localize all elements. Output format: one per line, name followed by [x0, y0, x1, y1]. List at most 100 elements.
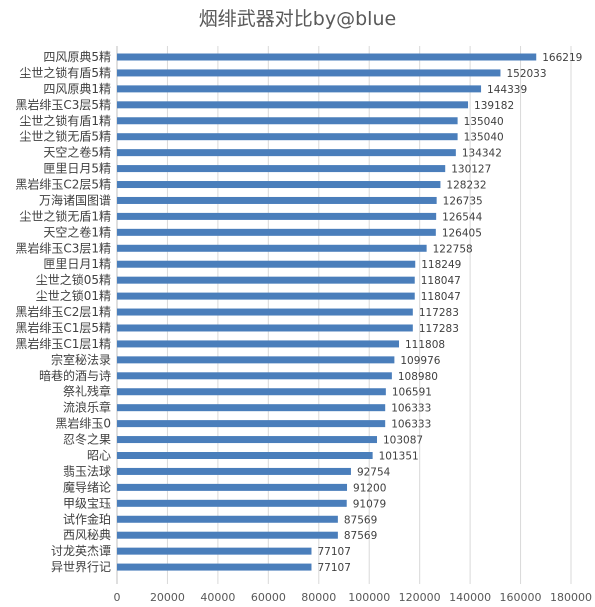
bar [117, 308, 413, 316]
bar [117, 356, 395, 364]
category-label: 尘世之锁无盾5精 [19, 129, 111, 144]
bar [117, 324, 413, 332]
data-label: 130127 [451, 164, 491, 176]
category-label: 翡玉法球 [63, 464, 111, 478]
category-label: 天空之卷5精 [43, 145, 111, 160]
bar [117, 292, 415, 300]
bar [117, 69, 501, 77]
bar [117, 467, 351, 475]
bar [117, 388, 386, 396]
x-tick-label: 20000 [150, 591, 185, 604]
bar [117, 276, 415, 284]
bar [117, 563, 312, 571]
bars [117, 53, 537, 571]
x-tick-label: 60000 [251, 591, 286, 604]
data-label: 87569 [344, 530, 377, 542]
x-tick-label: 120000 [399, 591, 441, 604]
bar [117, 436, 378, 444]
category-label: 魔导绪论 [63, 479, 111, 494]
data-label: 135040 [464, 132, 504, 144]
data-label: 77107 [317, 546, 350, 558]
data-label: 118249 [421, 259, 461, 271]
data-label: 91200 [353, 482, 386, 494]
data-label: 126735 [443, 195, 483, 207]
x-tick-label: 100000 [348, 591, 390, 604]
bar [117, 101, 469, 109]
category-label: 讨龙英杰谭 [51, 544, 111, 558]
bar [117, 228, 436, 236]
category-label: 尘世之锁有盾5精 [19, 65, 111, 80]
x-tick-label: 160000 [500, 591, 542, 604]
bar [117, 165, 446, 173]
data-label: 117283 [419, 307, 459, 319]
category-label: 暗巷的酒与诗 [39, 368, 111, 383]
data-label: 122758 [433, 243, 473, 255]
data-label: 101351 [379, 451, 419, 463]
data-label: 117283 [419, 323, 459, 335]
bar [117, 404, 386, 412]
data-label: 152033 [506, 68, 546, 80]
data-label: 111808 [405, 339, 445, 351]
bar [117, 531, 338, 539]
data-label: 128232 [446, 180, 486, 192]
bar [117, 372, 392, 380]
category-label: 四风原典1精 [43, 82, 111, 96]
category-label: 万海诸国图谱 [39, 192, 111, 207]
category-label: 四风原典5精 [43, 50, 111, 64]
data-label: 108980 [398, 371, 438, 383]
category-label: 匣里日月1精 [43, 257, 111, 271]
category-label: 尘世之锁无盾1精 [19, 208, 111, 223]
category-label: 昭心 [87, 449, 111, 463]
bar [117, 499, 347, 507]
category-label: 甲级宝珏 [63, 496, 111, 510]
bar [117, 260, 416, 268]
bar [117, 483, 348, 491]
chart-title: 烟绯武器对比by@blue [198, 8, 397, 30]
x-tick-label: 180000 [550, 591, 592, 604]
data-label: 126405 [442, 227, 482, 239]
data-label: 118047 [421, 291, 461, 303]
data-label: 139182 [474, 100, 514, 112]
category-label: 异世界行记 [51, 560, 111, 574]
category-label: 黑岩绯玉C1层1精 [15, 336, 111, 351]
category-label: 尘世之锁有盾1精 [19, 113, 111, 128]
data-label: 144339 [487, 84, 527, 96]
bar [117, 340, 400, 348]
bar [117, 420, 386, 428]
category-label: 黑岩绯玉C2层5精 [15, 177, 111, 192]
data-label: 134342 [462, 148, 502, 160]
category-label: 黑岩绯玉0 [55, 416, 111, 431]
category-label: 宗室秘法录 [51, 352, 111, 367]
data-label: 118047 [421, 275, 461, 287]
x-tick-label: 40000 [200, 591, 235, 604]
bar [117, 85, 482, 93]
category-label: 黑岩绯玉C3层5精 [15, 97, 111, 112]
bar [117, 212, 437, 220]
data-label: 91079 [353, 498, 386, 510]
category-label: 忍冬之果 [63, 432, 111, 447]
category-label: 西风秘典 [63, 528, 111, 542]
bar [117, 515, 338, 523]
bar [117, 181, 441, 189]
data-label: 77107 [317, 562, 350, 574]
category-label: 尘世之锁05精 [36, 272, 111, 287]
bar [117, 117, 458, 125]
data-label: 109976 [400, 355, 440, 367]
data-label: 106591 [392, 387, 432, 399]
labels: 0 20000 40000 60000 80000 100000 120000 140000 1… [15, 50, 592, 604]
category-label: 黑岩绯玉C2层1精 [15, 304, 111, 319]
x-tick-label: 140000 [449, 591, 491, 604]
bar [117, 196, 437, 204]
data-label: 106333 [391, 403, 431, 415]
bar [117, 149, 456, 157]
bar [117, 53, 537, 61]
category-label: 黑岩绯玉C1层5精 [15, 320, 111, 335]
bar [117, 133, 458, 141]
category-label: 黑岩绯玉C3层1精 [15, 240, 111, 255]
data-label: 126544 [442, 211, 482, 223]
bar [117, 452, 373, 459]
data-label: 135040 [464, 116, 504, 128]
category-label: 匣里日月5精 [43, 162, 111, 176]
bar [117, 244, 427, 252]
